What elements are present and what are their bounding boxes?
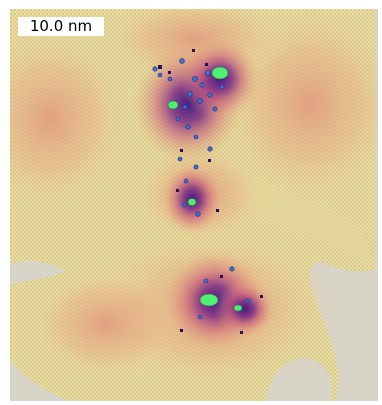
scale-bar-label: 10.0 nm [29,17,93,35]
green-clusters [167,66,243,312]
halo-lower-left [25,264,185,384]
defect-specks [158,49,263,334]
scale-bar: 10.0 nm [18,17,104,36]
cluster-middle [187,198,197,206]
cluster-upper [167,100,179,110]
defect-atoms-blue [152,58,251,320]
cluster-lower-right [233,304,243,312]
cluster-lower [199,293,219,307]
halo-upper-left [0,24,135,214]
core-lower-right [215,281,275,337]
cluster-upper-right [211,66,229,80]
background-notch-left [10,261,65,284]
